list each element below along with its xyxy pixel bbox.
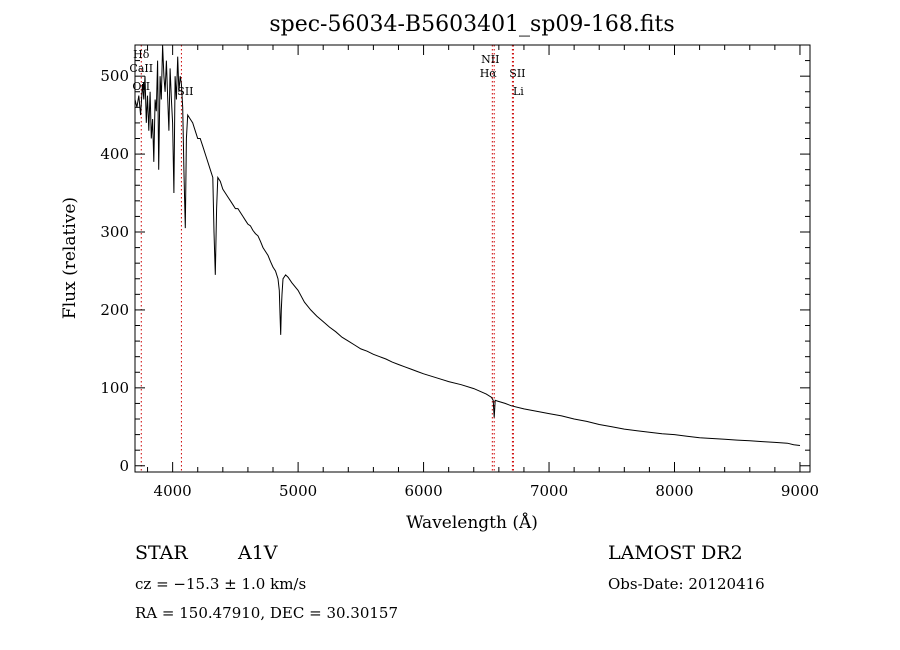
- observation-date: Obs-Date: 20120416: [608, 575, 765, 593]
- y-tick-label: 0: [119, 457, 129, 475]
- spectral-line-label: Hα: [480, 67, 498, 80]
- x-tick-label: 8000: [655, 482, 693, 500]
- x-tick-label: 7000: [530, 482, 568, 500]
- spectral-line-label: SII: [509, 67, 525, 80]
- survey-name: LAMOST DR2: [608, 542, 743, 564]
- x-tick-label: 9000: [781, 482, 819, 500]
- y-tick-label: 100: [100, 379, 129, 397]
- chart-title: spec-56034-B5603401_sp09-168.fits: [269, 12, 674, 37]
- object-subclass: A1V: [238, 542, 278, 564]
- object-class: STAR: [135, 542, 188, 564]
- plot-frame: [134, 44, 811, 473]
- y-tick-label: 200: [100, 301, 129, 319]
- spectral-line-label: CaII: [129, 62, 153, 75]
- x-tick-label: 5000: [279, 482, 317, 500]
- y-tick-label: 400: [100, 145, 129, 163]
- y-axis-label: Flux (relative): [60, 197, 80, 319]
- axis-ticks: 4000 5000 6000 7000 8000 9000 0 100 200 300 400 500: [100, 45, 819, 500]
- y-tick-label: 500: [100, 67, 129, 85]
- coordinates: RA = 150.47910, DEC = 30.30157: [135, 604, 399, 622]
- spectral-line-label: Hδ: [133, 48, 150, 61]
- spectral-line-label: Li: [513, 85, 524, 98]
- redshift-value: cz = −15.3 ± 1.0 km/s: [135, 575, 307, 593]
- spectral-line-label: NII: [481, 53, 499, 66]
- x-tick-label: 6000: [404, 482, 442, 500]
- x-tick-label: 4000: [154, 482, 192, 500]
- x-axis-label: Wavelength (Å): [406, 512, 538, 533]
- y-tick-label: 300: [100, 223, 129, 241]
- spectrum-series-line: [134, 44, 801, 446]
